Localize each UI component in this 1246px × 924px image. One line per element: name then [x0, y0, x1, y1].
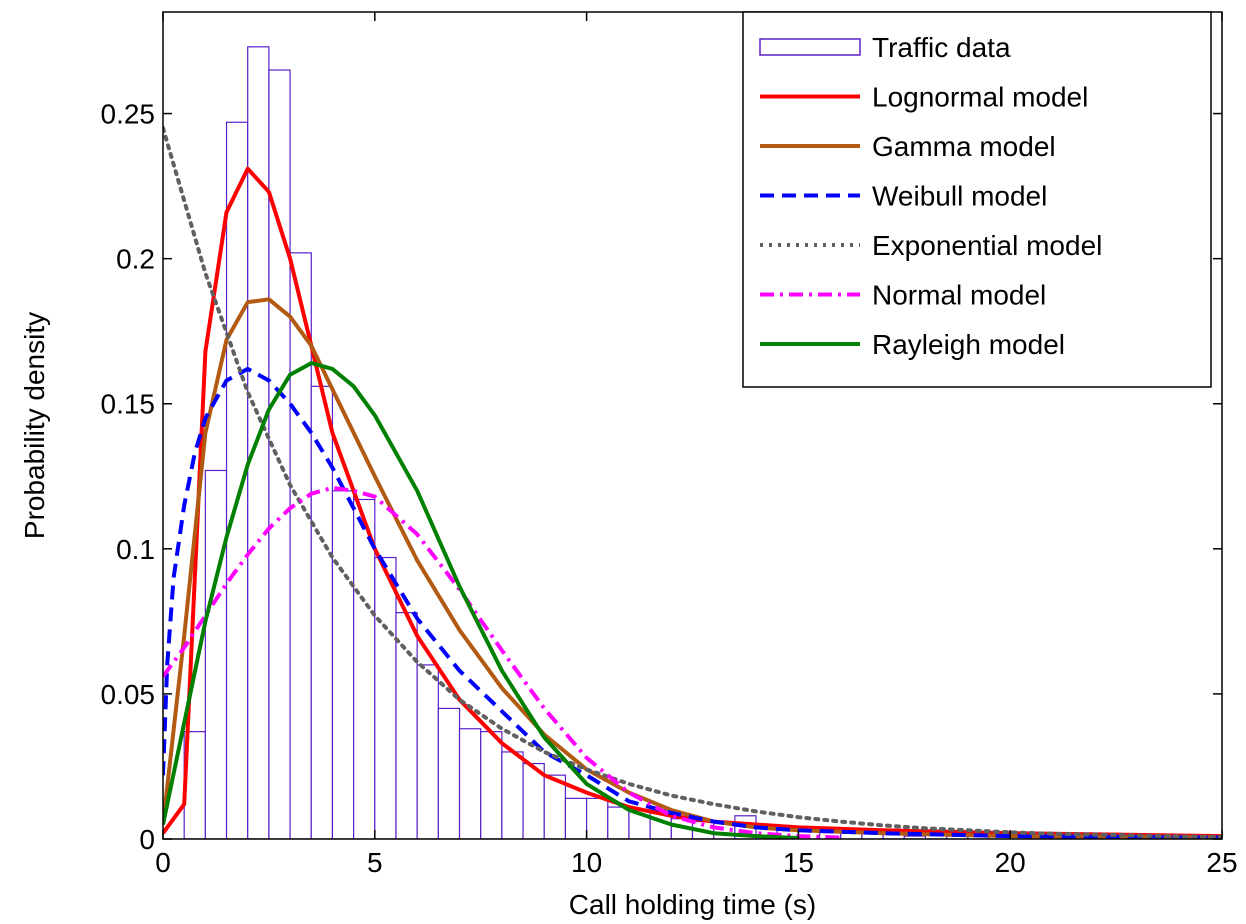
legend-label: Traffic data	[872, 32, 1011, 63]
histogram-bar	[268, 69, 291, 839]
histogram-bar	[204, 469, 228, 839]
legend-label: Gamma model	[872, 131, 1056, 162]
legend-box	[742, 11, 1212, 388]
series-line-exponential	[163, 126, 1222, 839]
series-line-normal	[163, 485, 841, 839]
legend-label: Normal model	[872, 280, 1046, 311]
legend: Traffic data Lognormal model Gamma model We…	[742, 11, 1212, 388]
series-line-weibull	[163, 366, 1222, 839]
x-tick-label: 5	[367, 847, 383, 878]
y-tick-label: 0.15	[101, 389, 156, 420]
histogram-bar	[480, 731, 503, 839]
series-line-rayleigh	[163, 361, 799, 839]
histogram-bar	[416, 664, 439, 839]
x-tick-label: 25	[1206, 847, 1237, 878]
legend-label: Lognormal model	[872, 82, 1088, 113]
legend-label: Rayleigh model	[872, 329, 1065, 360]
histogram-bar	[331, 490, 355, 839]
histogram-bar	[501, 751, 524, 839]
histogram-bar	[607, 806, 630, 839]
x-tick-label: 15	[783, 847, 814, 878]
histogram-bar	[247, 46, 270, 839]
axes-frame	[162, 11, 1223, 840]
legend-swatch-traffic-data	[759, 38, 861, 56]
x-tick-label: 10	[571, 847, 602, 878]
legend-label: Exponential model	[872, 230, 1102, 261]
histogram-bar	[395, 612, 418, 839]
histogram	[183, 46, 1222, 839]
x-tick-label: 0	[155, 847, 171, 878]
histogram-bar	[458, 728, 482, 839]
y-axis-title: Probability density	[19, 312, 50, 539]
x-axis-title: Call holding time (s)	[569, 889, 816, 920]
histogram-bar	[310, 385, 334, 839]
series-line-lognormal	[163, 166, 1222, 839]
y-tick-label: 0.1	[116, 534, 155, 565]
model-curves	[163, 126, 1222, 839]
y-tick-label: 0.2	[116, 244, 155, 275]
axis-ticks: 0 5 10 15 20 25 0 0.05 0.1 0.15 0.2 0.25	[101, 12, 1238, 878]
series-line-gamma	[163, 297, 1222, 839]
y-tick-label: 0.05	[101, 679, 156, 710]
histogram-bar	[585, 797, 609, 839]
histogram-bar	[374, 556, 397, 839]
x-tick-label: 20	[995, 847, 1026, 878]
histogram-bar	[564, 797, 588, 839]
y-tick-label: 0.25	[101, 99, 156, 130]
histogram-bar	[353, 498, 376, 839]
histogram-bar	[437, 707, 461, 839]
y-tick-label: 0	[139, 824, 155, 855]
legend-label: Weibull model	[872, 181, 1047, 212]
